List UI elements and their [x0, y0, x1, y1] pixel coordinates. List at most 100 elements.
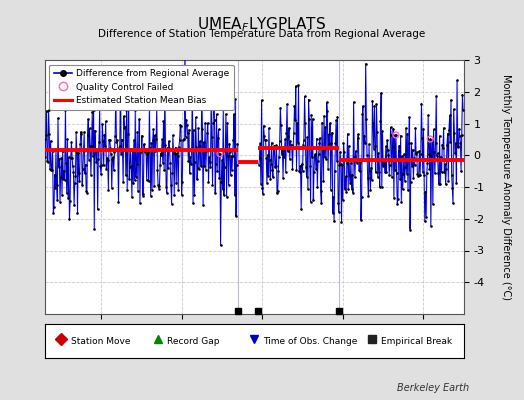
Point	[90, 107, 98, 113]
Point	[222, 194, 231, 200]
Point	[64, 195, 72, 201]
Point	[310, 169, 318, 175]
Point	[423, 159, 432, 166]
Point	[123, 187, 132, 193]
Point	[271, 162, 280, 169]
Point	[85, 156, 93, 163]
Point	[440, 168, 449, 175]
Point	[357, 194, 366, 200]
Point	[159, 118, 168, 124]
Point	[188, 80, 196, 87]
Point	[413, 170, 422, 177]
Point	[407, 140, 416, 146]
Point	[173, 153, 182, 159]
Point	[402, 170, 411, 177]
Point	[457, 168, 465, 174]
Point	[272, 142, 280, 148]
Point	[383, 137, 391, 144]
Point	[77, 128, 85, 135]
Point	[385, 171, 394, 178]
Point	[325, 140, 334, 147]
Point	[288, 166, 297, 173]
Point	[138, 190, 147, 197]
Point	[129, 180, 137, 186]
Point	[69, 163, 77, 170]
Point	[316, 188, 325, 194]
Point	[426, 136, 434, 142]
Point	[102, 166, 111, 172]
Point	[326, 120, 334, 126]
Point	[257, 97, 266, 103]
Point	[320, 113, 328, 119]
Point	[51, 185, 60, 191]
Point	[364, 193, 373, 200]
Point	[67, 154, 75, 161]
Point	[119, 113, 128, 119]
Point	[179, 136, 187, 143]
Point	[56, 198, 64, 205]
Point	[263, 180, 271, 186]
Point	[217, 157, 226, 164]
Point	[205, 154, 213, 161]
Text: Record Gap: Record Gap	[167, 336, 220, 346]
Point	[409, 146, 417, 153]
Point	[281, 136, 289, 142]
Point	[50, 172, 59, 178]
Point	[312, 135, 321, 142]
Point	[81, 161, 90, 168]
Point	[147, 140, 156, 146]
Point	[305, 115, 313, 122]
Point	[211, 190, 220, 196]
Point	[367, 164, 375, 171]
Point	[431, 170, 439, 176]
Point	[89, 153, 97, 160]
Point	[443, 130, 452, 137]
Point	[157, 152, 166, 158]
Point	[443, 142, 451, 148]
Point	[130, 177, 139, 183]
Point	[216, 150, 224, 157]
Point	[201, 120, 209, 126]
Point	[398, 186, 407, 193]
Point	[206, 164, 215, 170]
Point	[141, 149, 149, 156]
Text: UMEA$_F$LYGPLATS: UMEA$_F$LYGPLATS	[198, 15, 326, 34]
Point	[365, 141, 373, 148]
Point	[130, 137, 138, 143]
Point	[83, 132, 92, 138]
Point	[78, 182, 86, 188]
Point	[298, 168, 307, 174]
Point	[107, 185, 116, 191]
Point	[268, 167, 277, 174]
Point	[135, 116, 144, 122]
Point	[396, 132, 405, 139]
Point	[346, 179, 354, 186]
Point	[75, 178, 84, 184]
Point	[145, 105, 154, 111]
Point	[225, 141, 234, 147]
Point	[343, 160, 351, 166]
Point	[202, 167, 210, 173]
Point	[152, 106, 161, 112]
Point	[199, 202, 208, 208]
Point	[49, 209, 58, 216]
Point	[210, 117, 219, 123]
Point	[402, 125, 410, 131]
Point	[54, 115, 62, 122]
Point	[204, 179, 213, 185]
Point	[153, 167, 161, 173]
Point	[66, 198, 74, 204]
Point	[419, 126, 428, 132]
Point	[193, 176, 201, 182]
Point	[184, 158, 192, 164]
Point	[289, 144, 297, 150]
Point	[185, 126, 193, 133]
Point	[375, 169, 383, 176]
Point	[283, 101, 291, 107]
Point	[408, 162, 416, 169]
Point	[181, 40, 189, 46]
Point	[395, 148, 403, 154]
Point	[449, 200, 457, 206]
Point	[61, 106, 70, 113]
Point	[152, 136, 160, 143]
